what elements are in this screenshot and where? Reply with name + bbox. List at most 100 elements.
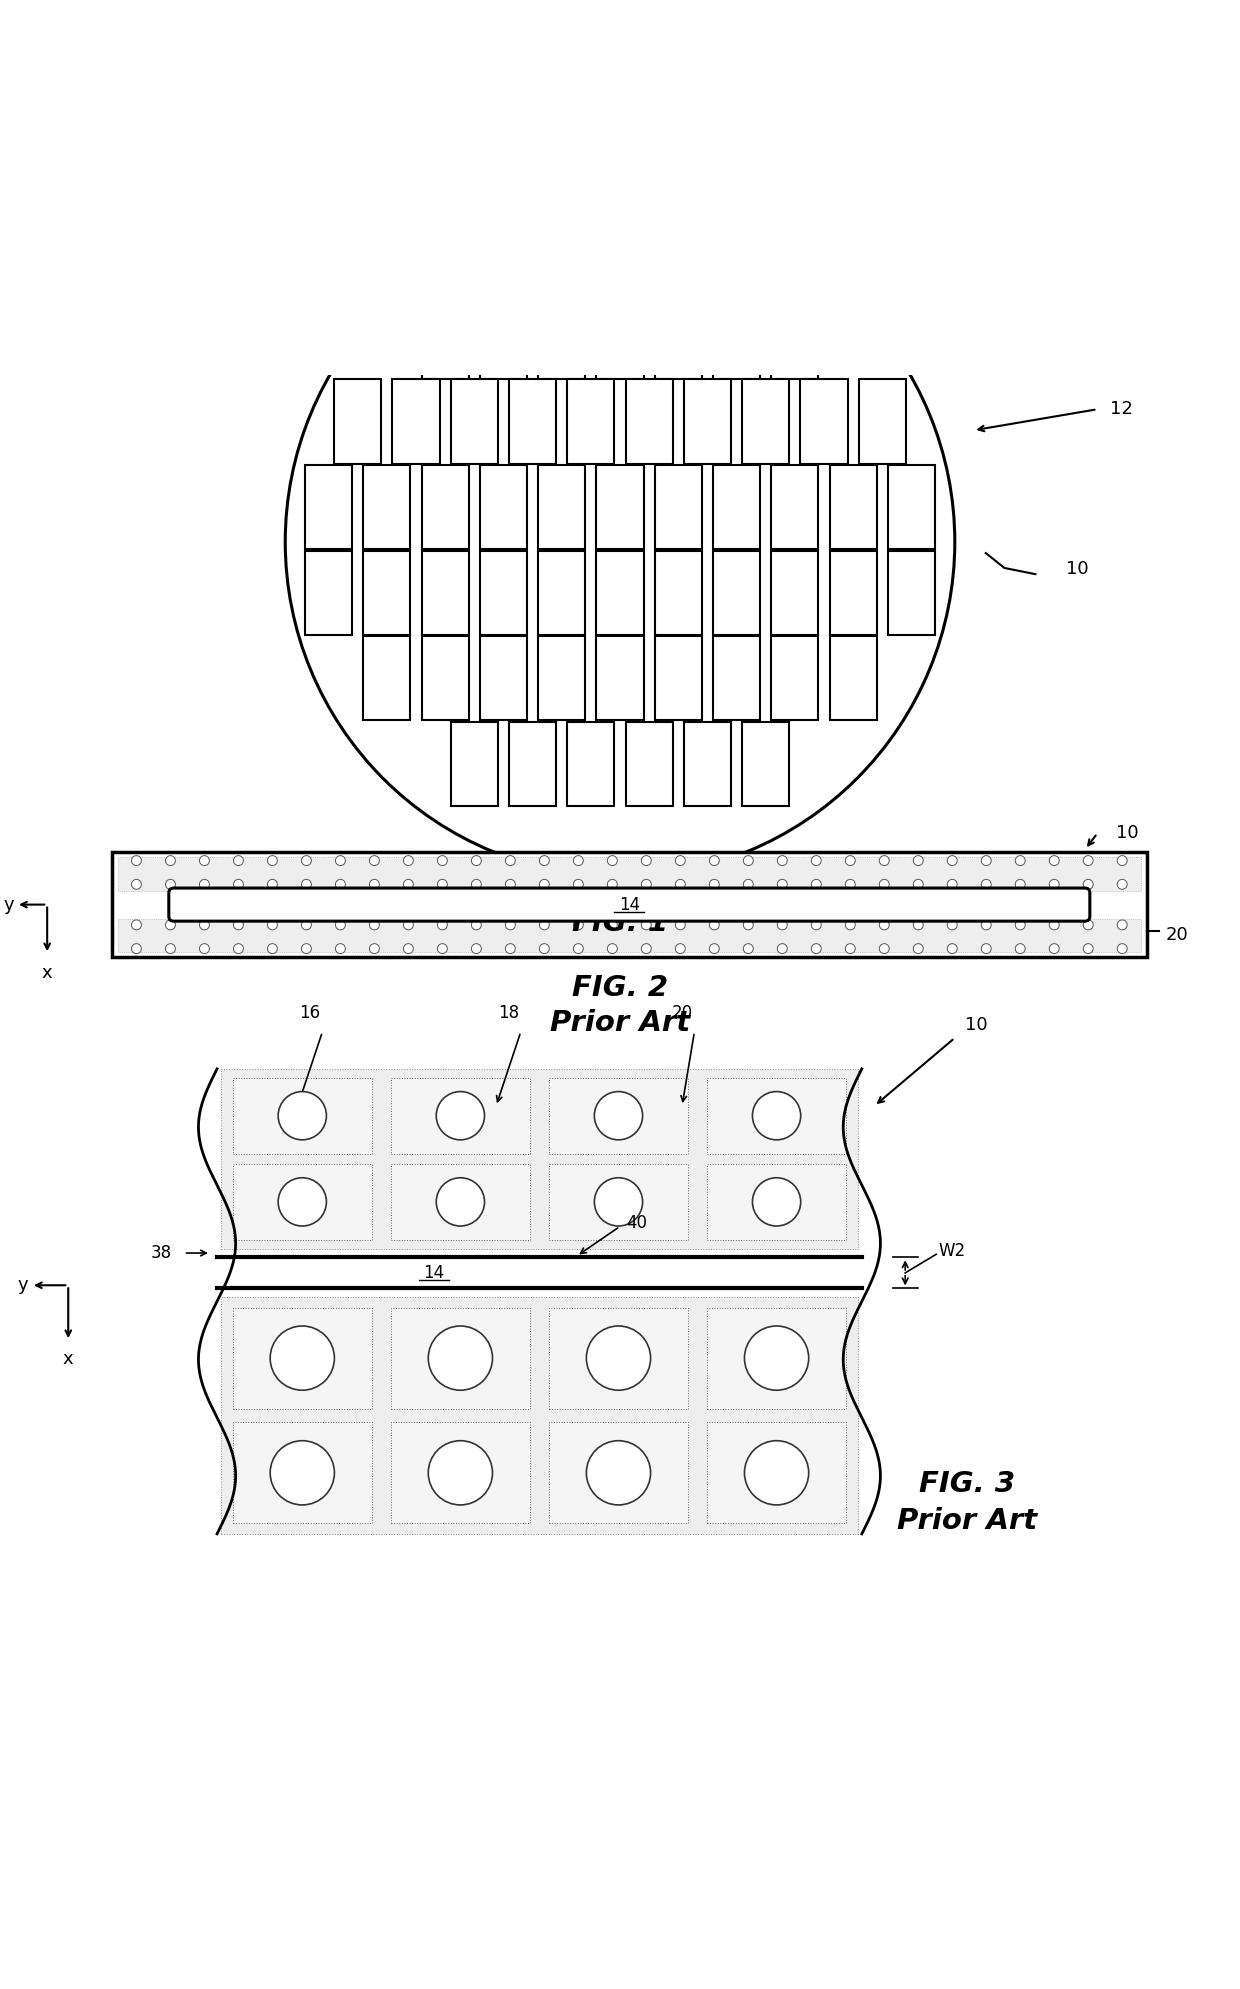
Circle shape: [744, 1327, 808, 1390]
Text: Prior Art: Prior Art: [551, 1008, 691, 1036]
Bar: [713, 551, 760, 634]
Bar: [684, 722, 732, 806]
Text: FIG. 2: FIG. 2: [572, 975, 668, 1002]
Circle shape: [268, 943, 278, 953]
Circle shape: [200, 921, 210, 929]
Circle shape: [753, 1177, 801, 1225]
Bar: [391, 1164, 529, 1239]
Circle shape: [981, 879, 991, 889]
Circle shape: [301, 921, 311, 929]
Bar: [335, 380, 382, 463]
Circle shape: [233, 855, 243, 865]
Circle shape: [1016, 921, 1025, 929]
Circle shape: [336, 855, 346, 865]
Circle shape: [506, 855, 516, 865]
Circle shape: [777, 943, 787, 953]
Circle shape: [436, 1177, 485, 1225]
Circle shape: [165, 879, 175, 889]
Circle shape: [539, 879, 549, 889]
Circle shape: [278, 1177, 326, 1225]
Circle shape: [200, 855, 210, 865]
Text: 14: 14: [619, 895, 640, 913]
Bar: [538, 636, 585, 720]
Bar: [480, 636, 527, 720]
Circle shape: [641, 921, 651, 929]
Circle shape: [438, 921, 448, 929]
Circle shape: [573, 879, 583, 889]
Circle shape: [131, 855, 141, 865]
Bar: [510, 722, 557, 806]
Circle shape: [403, 879, 413, 889]
Bar: [233, 1307, 372, 1408]
Bar: [422, 551, 469, 634]
Circle shape: [641, 855, 651, 865]
Circle shape: [1117, 921, 1127, 929]
Circle shape: [573, 943, 583, 953]
Circle shape: [1049, 855, 1059, 865]
Circle shape: [753, 1092, 801, 1140]
Circle shape: [268, 879, 278, 889]
Circle shape: [301, 855, 311, 865]
Text: 14: 14: [424, 1263, 445, 1281]
Circle shape: [811, 943, 821, 953]
Circle shape: [709, 921, 719, 929]
Circle shape: [285, 207, 955, 877]
Circle shape: [370, 921, 379, 929]
Bar: [771, 294, 818, 380]
Bar: [305, 551, 352, 634]
Circle shape: [1049, 879, 1059, 889]
Circle shape: [506, 921, 516, 929]
Text: W2: W2: [939, 1241, 966, 1259]
Circle shape: [743, 879, 753, 889]
Bar: [684, 380, 732, 463]
Circle shape: [573, 855, 583, 865]
Circle shape: [506, 943, 516, 953]
Circle shape: [879, 879, 889, 889]
Circle shape: [914, 921, 924, 929]
Text: FIG. 1: FIG. 1: [572, 909, 668, 937]
Bar: [771, 551, 818, 634]
Circle shape: [879, 943, 889, 953]
Circle shape: [506, 879, 516, 889]
Text: y: y: [2, 895, 14, 913]
Circle shape: [270, 1440, 335, 1506]
Circle shape: [641, 943, 651, 953]
Bar: [655, 465, 702, 549]
Bar: [118, 919, 1141, 953]
Circle shape: [370, 879, 379, 889]
Bar: [713, 636, 760, 720]
Bar: [538, 294, 585, 380]
Bar: [451, 722, 498, 806]
Circle shape: [914, 879, 924, 889]
Circle shape: [403, 921, 413, 929]
Bar: [393, 380, 440, 463]
Bar: [655, 294, 702, 380]
Bar: [480, 551, 527, 634]
Bar: [743, 380, 790, 463]
Bar: [480, 294, 527, 380]
Bar: [118, 857, 1141, 891]
Text: 20: 20: [672, 1004, 693, 1022]
Circle shape: [200, 879, 210, 889]
Bar: [233, 1422, 372, 1524]
Circle shape: [744, 1440, 808, 1506]
Circle shape: [270, 1327, 335, 1390]
Circle shape: [608, 943, 618, 953]
Bar: [888, 551, 935, 634]
Bar: [422, 636, 469, 720]
Circle shape: [608, 921, 618, 929]
Bar: [655, 551, 702, 634]
Circle shape: [471, 855, 481, 865]
Bar: [707, 1078, 846, 1154]
Circle shape: [709, 855, 719, 865]
Circle shape: [811, 855, 821, 865]
Bar: [391, 1078, 529, 1154]
Bar: [626, 380, 673, 463]
Bar: [568, 722, 615, 806]
Bar: [626, 722, 673, 806]
Circle shape: [573, 921, 583, 929]
Circle shape: [438, 879, 448, 889]
Bar: [707, 1307, 846, 1408]
Text: FIG. 3: FIG. 3: [919, 1470, 1016, 1498]
Circle shape: [370, 943, 379, 953]
